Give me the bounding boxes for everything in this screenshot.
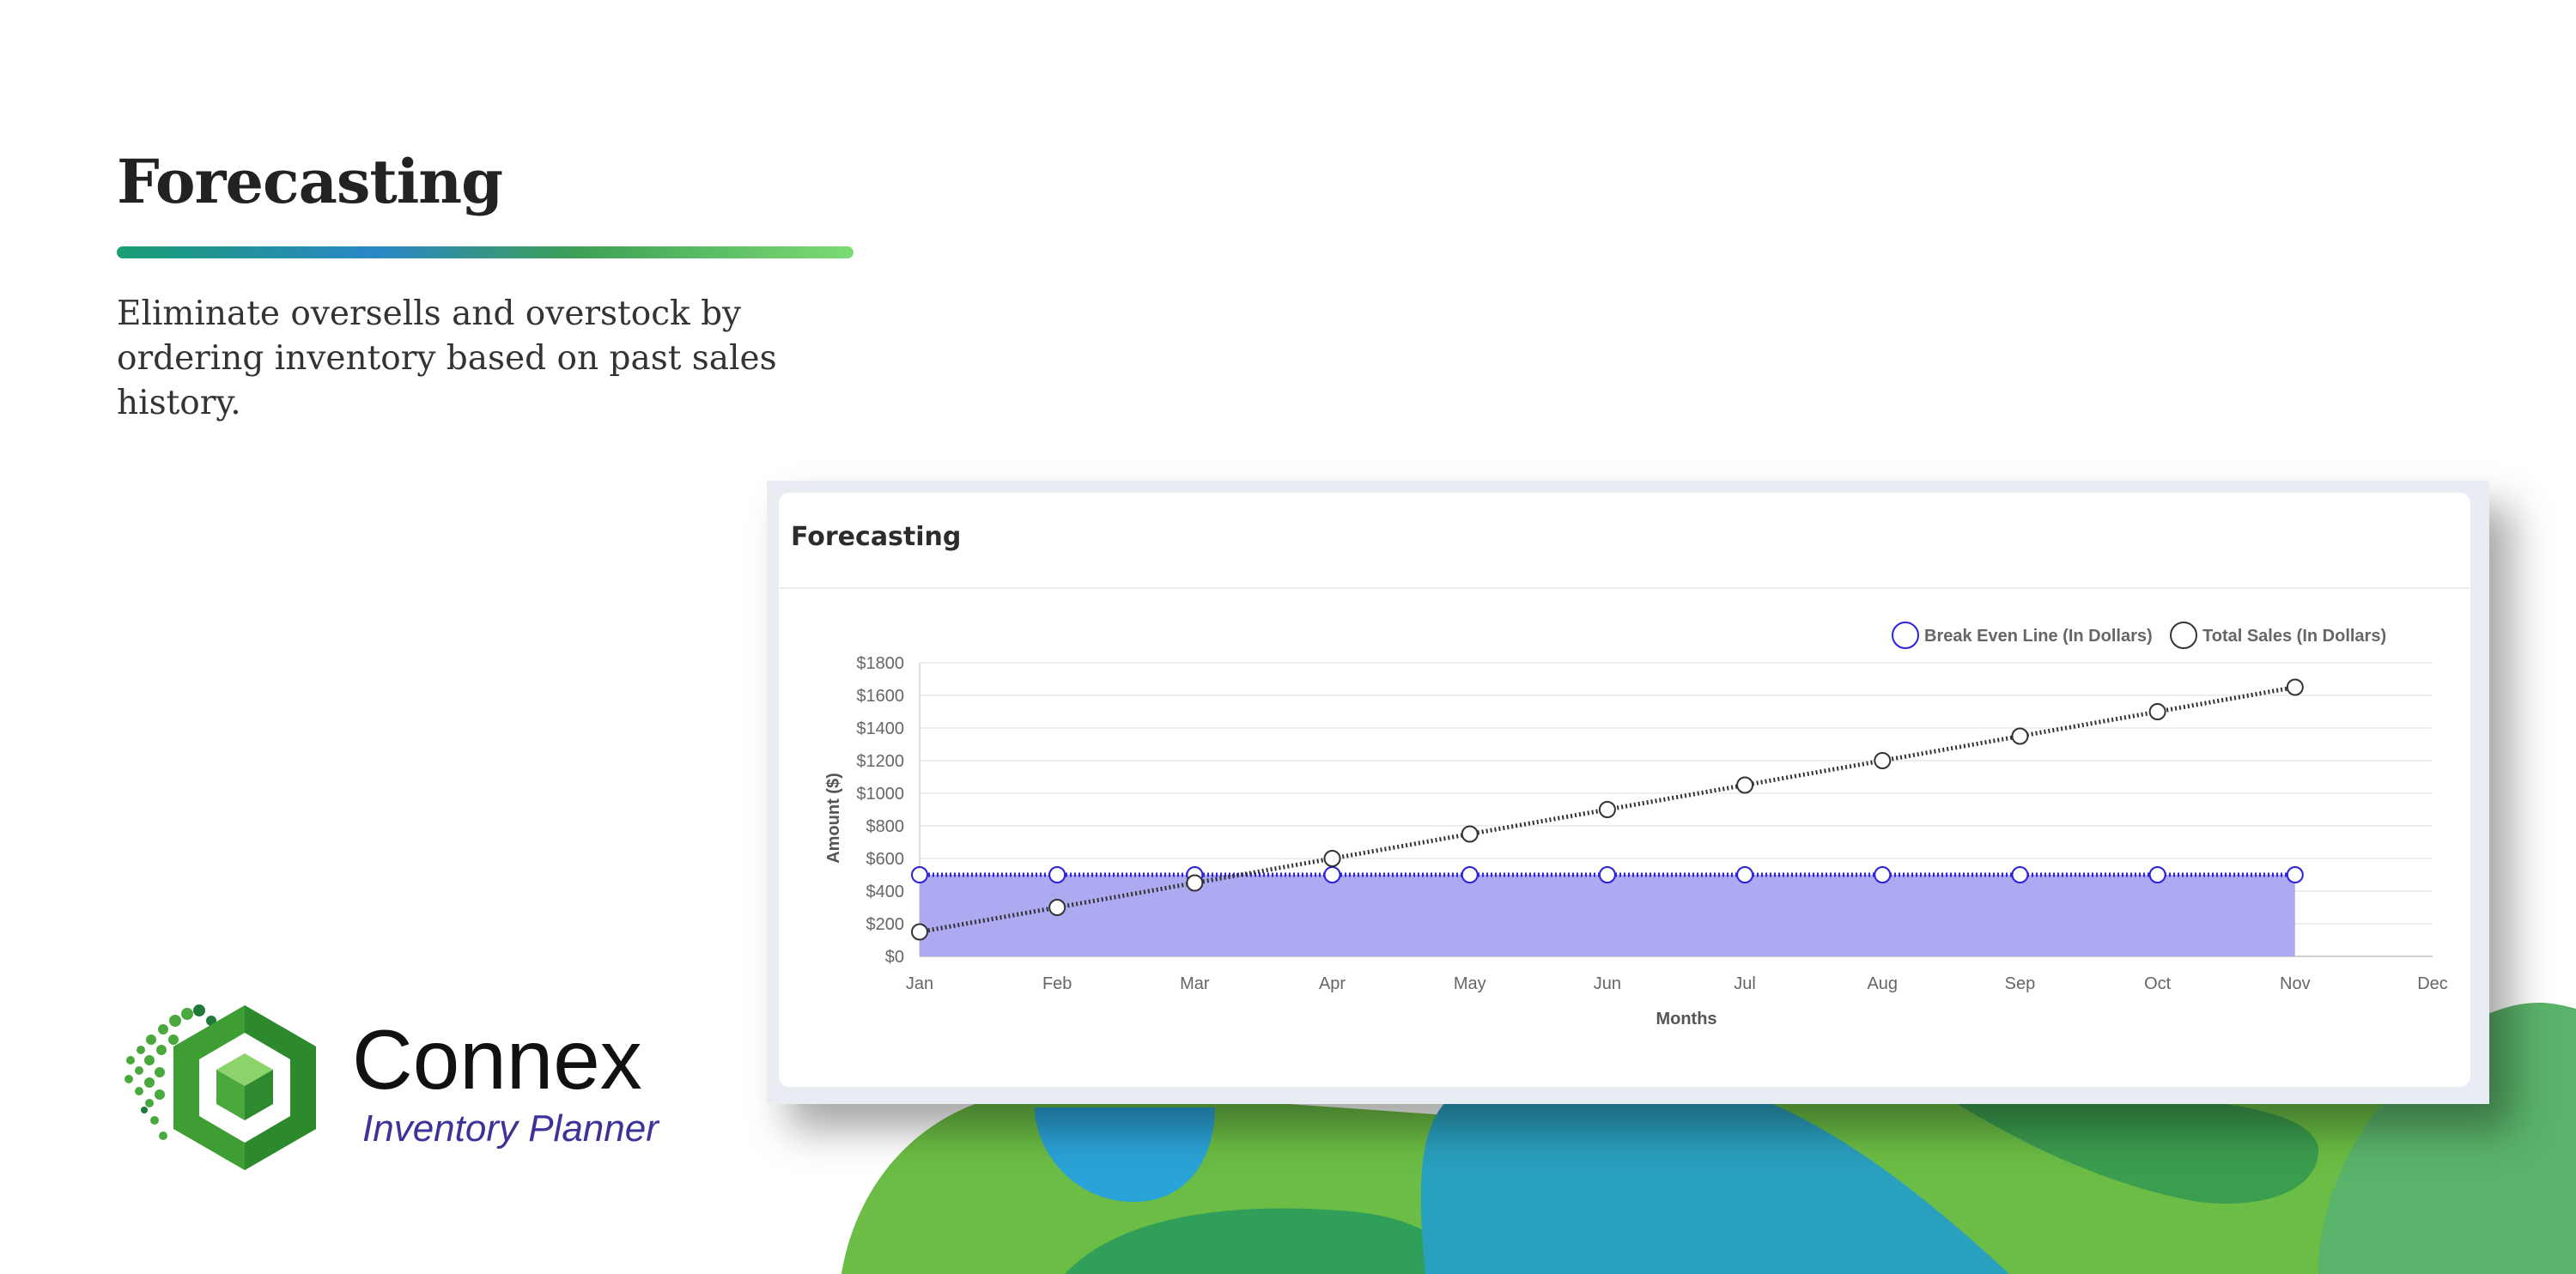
x-tick-label: Apr [1319,974,1346,993]
title-underline [117,246,854,258]
x-tick-label: Nov [2280,974,2311,993]
legend-label-break-even: Break Even Line (In Dollars) [1924,627,2153,646]
break-even-point [1323,866,1341,883]
x-tick-label: Jul [1734,974,1756,993]
total-sales-point [2148,703,2166,720]
chart-card: Forecasting $0 $200 $400 $600 $800 $1000 $1200… [779,493,2470,1087]
y-tick-label: $0 [885,948,904,967]
total-sales-point [1598,801,1616,818]
card-title: Forecasting [791,522,962,552]
y-tick-label: $1200 [856,752,904,771]
y-tick-label: $200 [866,915,905,934]
break-even-point [1874,866,1892,883]
connex-cube-icon [125,1004,316,1170]
total-sales-point [1874,752,1892,769]
logo-name: Connex [352,1012,642,1107]
total-sales-line [919,685,2296,934]
x-tick-label: Oct [2144,974,2172,993]
x-axis-title: Months [1656,1010,1716,1028]
y-tick-label: $1600 [856,687,904,706]
legend-marker-total-sales [2170,622,2197,649]
break-even-point [2148,866,2166,883]
total-sales-point [911,923,928,941]
break-even-point [1598,866,1616,883]
total-sales-point [1461,825,1479,843]
y-axis-title: Amount ($) [824,773,843,864]
legend-label-total-sales: Total Sales (In Dollars) [2202,627,2386,646]
forecasting-chart: $0 $200 $400 $600 $800 $1000 $1200 $1400 $1600 $1… [824,622,2448,1028]
logo-subtitle: Inventory Planner [362,1107,659,1150]
x-tick-label: Jan [906,974,933,993]
y-tick-label: $1800 [856,654,904,673]
total-sales-point [1048,899,1066,916]
break-even-area [920,875,2295,956]
y-tick-label: $400 [866,883,905,901]
break-even-point [2286,866,2304,883]
total-sales-point [2011,727,2029,745]
x-tick-label: May [1454,974,1486,993]
break-even-point [1736,866,1754,883]
x-tick-label: Sep [2005,974,2036,993]
x-tick-label: Feb [1042,974,1072,993]
x-tick-label: Dec [2417,974,2448,993]
break-even-point [911,866,928,883]
total-sales-point [1323,850,1341,867]
x-tick-label: Mar [1180,974,1210,993]
legend-marker-break-even [1892,622,1919,649]
y-tick-label: $1400 [856,719,904,738]
page-description: Eliminate oversells and overstock by ord… [117,294,777,422]
page-title: Forecasting [117,146,503,217]
y-tick-label: $800 [866,817,905,836]
x-tick-label: Aug [1867,974,1898,993]
total-sales-point [2286,678,2304,696]
break-even-point [1048,866,1066,883]
y-tick-label: $600 [866,850,905,869]
total-sales-point [1186,874,1204,892]
card-divider [779,587,2470,589]
total-sales-point [1736,776,1754,794]
x-tick-label: Jun [1594,974,1621,993]
chart-frame: Forecasting $0 $200 $400 $600 $800 $1000 $1200… [767,481,2489,1104]
break-even-point [2011,866,2029,883]
connex-logo: Connex Inventory Planner [120,1000,687,1189]
break-even-point [1461,866,1479,883]
y-tick-label: $1000 [856,785,904,804]
